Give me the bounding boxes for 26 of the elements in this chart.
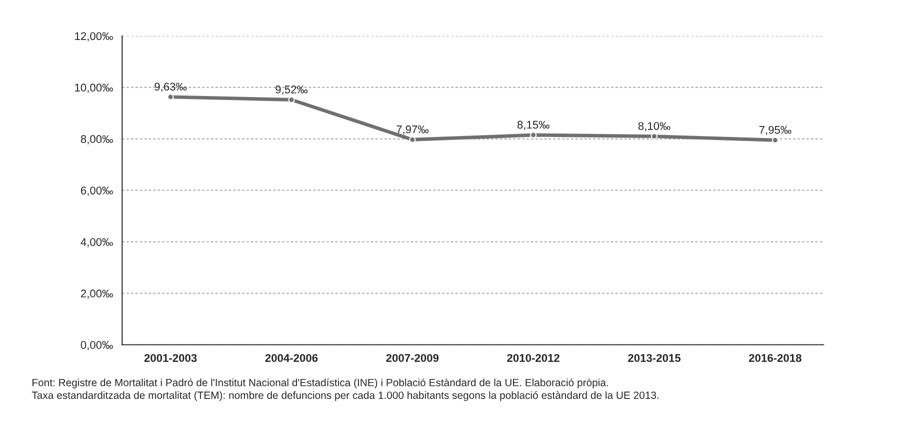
data-label: 9,52‰ [276, 86, 308, 95]
y-tick-label: 4,00‰ [80, 238, 113, 248]
y-tick-label: 10,00‰ [75, 84, 113, 93]
x-tick-label: 2013-2015 [628, 354, 681, 362]
point [650, 133, 658, 140]
text: Font: Registre de Mortalitat i Padró de l'Institut Nacional d'Estadística (INE) i Població Estàndard de la UE. Elaboració pròpia. [32, 378, 608, 388]
point [167, 94, 174, 100]
x-tick-label: 2004-2006 [265, 354, 318, 362]
data-label: 9,63‰ [154, 82, 187, 92]
y-tick-label: 0,00‰ [80, 341, 113, 350]
y-tick-label: 12,00‰ [75, 32, 113, 42]
x-tick-label: 2016-2018 [749, 354, 802, 362]
point [772, 136, 778, 144]
data-label: 8,10‰ [638, 122, 670, 132]
y-tick-label: 8,00‰ [80, 135, 113, 144]
data-label: 7,97‰ [396, 125, 428, 135]
point [530, 132, 537, 138]
data-label: 8,15‰ [517, 120, 550, 130]
data-label: 7,95‰ [759, 126, 792, 136]
x-tick-label: 2010-2012 [507, 354, 560, 362]
point [409, 136, 416, 143]
x-tick-label: 2001-2003 [144, 354, 197, 362]
y-tick-label: 6,00‰ [80, 186, 113, 196]
x-tick-label: 2007-2009 [386, 354, 439, 362]
text: Taxa estandarditzada de mortalitat (TEM): nombre de defuncions per cada 1.000 habitants segons la població estàndard de la UE 2013. [32, 391, 658, 402]
y-tick-label: 2,00‰ [80, 290, 113, 299]
